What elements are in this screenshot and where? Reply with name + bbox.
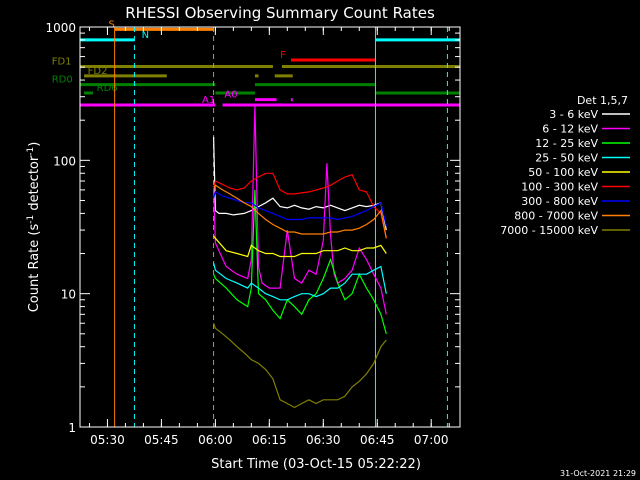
y-tick-label-2: 100 [53, 154, 76, 168]
y-tick-label-0: 1 [68, 421, 76, 435]
legend-label-0: 3 - 6 keV [549, 108, 598, 121]
series-line-2 [213, 189, 387, 334]
series-line-6 [213, 191, 387, 227]
x-tick-label-5: 06:45 [360, 433, 395, 447]
plot-frame [79, 26, 461, 428]
x-axis-label: Start Time (03-Oct-15 05:22:22) [211, 457, 421, 472]
series-line-4 [213, 235, 387, 258]
x-tick-label-1: 05:45 [144, 433, 179, 447]
flag-label-S: S [109, 19, 115, 30]
y-axis-label: Count Rate (s-1 detector-1) [26, 142, 42, 313]
x-tick-label-3: 06:15 [252, 433, 287, 447]
legend-label-7: 800 - 7000 keV [514, 210, 598, 223]
legend-label-5: 100 - 300 keV [521, 181, 598, 194]
footer-timestamp: 31-Oct-2021 21:29 [560, 469, 636, 478]
flag-label-F: F [280, 50, 286, 61]
legend-label-1: 6 - 12 keV [542, 123, 598, 136]
x-tick-label-2: 06:00 [198, 433, 233, 447]
x-tick-label-0: 05:30 [90, 433, 125, 447]
flag-label-A0: A0 [224, 90, 237, 101]
y-axis-label-sup1: -1 [26, 215, 36, 224]
series-line-3 [213, 262, 387, 301]
series-line-0 [213, 136, 387, 231]
legend-label-8: 7000 - 15000 keV [500, 224, 598, 237]
flag-label-RD0: RD0 [52, 75, 73, 86]
x-tick-label-4: 06:30 [306, 433, 341, 447]
series-line-1 [213, 104, 387, 315]
flag-label-FD1: FD1 [52, 57, 72, 68]
x-tick-label-6: 07:00 [414, 433, 449, 447]
axes-group: 05:30 05:45 06:00 06:15 06:30 06:45 07:00 1 10 10… [45, 21, 460, 447]
series-line-7 [213, 184, 387, 239]
legend-label-2: 12 - 25 keV [535, 137, 598, 150]
flag-label-N: N [142, 30, 149, 41]
legend-title: Det 1,5,7 [577, 94, 628, 107]
flag-label-A1: A1 [202, 95, 215, 106]
y-axis-label-part2: detector [27, 155, 42, 215]
chart-title: RHESSI Observing Summary Count Rates [125, 4, 435, 22]
data-series-group [213, 104, 387, 409]
flag-label-FD2: FD2 [88, 66, 108, 77]
instrument-flag-bars: S N F FD1 FD2 RD0 RD6 A1 A0 [52, 19, 460, 107]
legend-label-4: 50 - 100 keV [528, 166, 598, 179]
y-axis-label-sup2: -1 [26, 147, 36, 156]
legend-label-6: 300 - 800 keV [521, 195, 598, 208]
series-line-5 [213, 172, 387, 239]
series-line-8 [213, 323, 387, 409]
y-axis-label-part3: ) [27, 142, 42, 147]
y-tick-label-1: 10 [61, 288, 76, 302]
flag-label-RD6: RD6 [97, 83, 118, 94]
y-axis-label-part1: Count Rate (s [27, 224, 42, 313]
y-tick-label-3: 1000 [45, 21, 76, 35]
legend-label-3: 25 - 50 keV [535, 152, 598, 165]
